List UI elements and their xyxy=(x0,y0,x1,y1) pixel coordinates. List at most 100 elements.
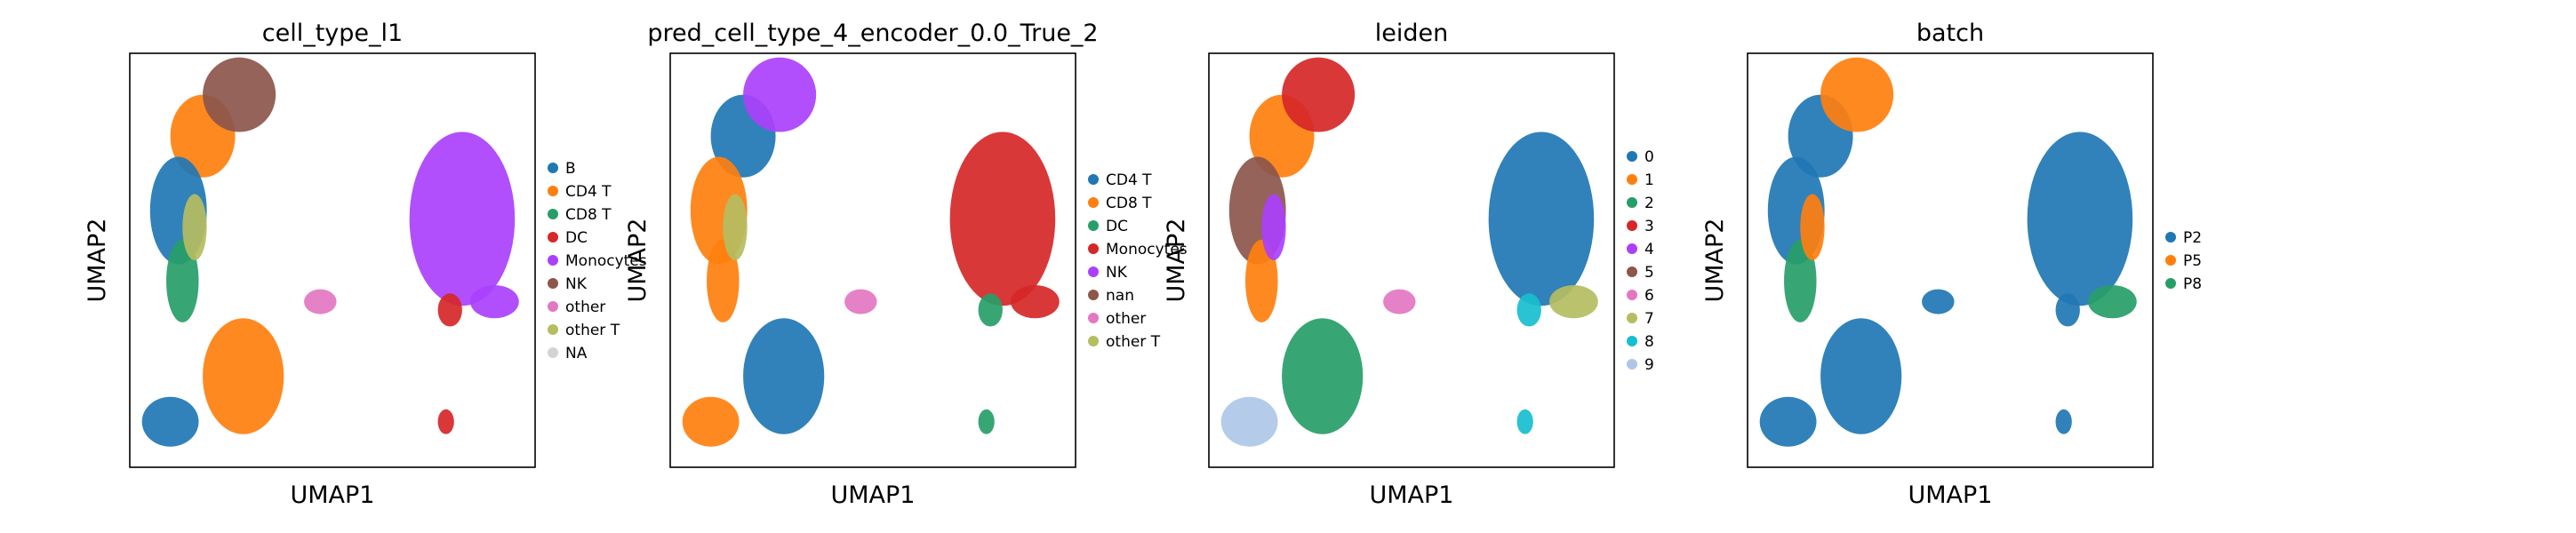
legend-marker xyxy=(1627,313,1637,323)
cluster-4 xyxy=(1261,194,1286,260)
legend-label: NK xyxy=(1106,264,1128,282)
cluster-cd4-t xyxy=(203,318,284,434)
x-axis-label: UMAP1 xyxy=(831,481,916,509)
legend-marker xyxy=(2165,278,2176,289)
legend-label: other xyxy=(1106,310,1146,328)
legend-label: 6 xyxy=(1644,287,1654,305)
cluster-7 xyxy=(1549,284,1598,319)
legend-label: CD4 T xyxy=(565,183,612,201)
cluster-cd8-t xyxy=(707,239,740,322)
legend-marker xyxy=(1088,266,1099,277)
legend-label: CD8 T xyxy=(565,206,612,224)
legend-label: P2 xyxy=(2183,229,2202,247)
x-axis-label: UMAP1 xyxy=(1370,481,1454,509)
legend-label: DC xyxy=(565,229,588,247)
legend-label: other T xyxy=(565,322,620,339)
y-axis-label: UMAP2 xyxy=(624,219,652,303)
legend-marker xyxy=(1627,266,1637,277)
legend-label: 1 xyxy=(1644,171,1654,189)
cluster-other-t xyxy=(182,194,207,260)
legend-label: Monocytes xyxy=(565,252,647,270)
x-axis-label: UMAP1 xyxy=(291,481,375,509)
y-axis-label: UMAP2 xyxy=(84,219,111,303)
cluster-3 xyxy=(1282,57,1356,132)
cluster-6 xyxy=(1383,289,1416,314)
legend-marker xyxy=(1627,290,1637,300)
cluster-p2 xyxy=(2027,131,2133,306)
legend-marker xyxy=(1088,243,1099,254)
cluster-p2 xyxy=(1820,318,1902,434)
legend-marker xyxy=(1088,313,1099,323)
legend-label: NA xyxy=(565,345,588,362)
cluster-9 xyxy=(1220,396,1278,447)
legend-marker xyxy=(548,324,558,335)
cluster-cd8-t xyxy=(682,396,740,447)
legend-marker xyxy=(1627,220,1637,231)
legend-marker xyxy=(1088,220,1099,231)
legend-label: NK xyxy=(565,275,588,293)
cluster-p5 xyxy=(1800,194,1825,260)
cluster-p2 xyxy=(2055,409,2072,434)
cluster-monocytes xyxy=(1011,284,1060,319)
panel-title: batch xyxy=(1916,20,1984,47)
y-axis-label: UMAP2 xyxy=(1701,219,1729,303)
cluster-dc xyxy=(978,293,1003,327)
cluster-cd8-t xyxy=(166,239,199,322)
cluster-p8 xyxy=(1784,239,1817,322)
cluster-dc xyxy=(978,409,995,434)
legend-marker xyxy=(548,301,558,312)
umap-panel-1: cell_type_l1 UMAP1 UMAP2 B CD4 T CD8 T DC Monoc… xyxy=(84,20,647,509)
legend-marker xyxy=(548,163,558,173)
legend-marker xyxy=(1627,197,1637,208)
legend-label: 9 xyxy=(1644,356,1654,374)
cluster-nk xyxy=(203,57,276,132)
cluster-monocytes xyxy=(470,284,519,319)
cluster-p8 xyxy=(2088,284,2137,319)
cluster-0 xyxy=(1488,131,1595,306)
cluster-dc xyxy=(437,293,462,327)
legend-label: CD4 T xyxy=(1106,171,1152,189)
y-axis-label: UMAP2 xyxy=(1163,219,1190,303)
legend-label: 3 xyxy=(1644,218,1654,235)
umap-panel-3: leiden UMAP1 UMAP2 0 1 2 3 4 5 6 7 8 9 xyxy=(1163,20,1654,509)
legend-marker xyxy=(2165,232,2176,243)
legend-marker xyxy=(1088,197,1099,208)
cluster-p2 xyxy=(2055,293,2080,327)
legend-marker xyxy=(548,255,558,266)
legend-label: 2 xyxy=(1644,195,1654,212)
legend-marker xyxy=(548,232,558,243)
cluster-nk xyxy=(743,57,817,132)
cluster-dc xyxy=(437,409,454,434)
cluster-other xyxy=(844,289,877,314)
cluster-1 xyxy=(1245,239,1278,322)
legend-marker xyxy=(548,278,558,289)
legend-marker xyxy=(548,186,558,196)
legend-label: other xyxy=(565,298,605,316)
legend-marker xyxy=(1627,151,1637,162)
legend-marker xyxy=(1627,336,1637,346)
legend-marker xyxy=(2165,255,2176,266)
cluster-other-t xyxy=(723,194,748,260)
legend-marker xyxy=(1088,290,1099,300)
panel-title: cell_type_l1 xyxy=(262,20,403,47)
panel-title: leiden xyxy=(1375,20,1448,47)
legend-label: B xyxy=(565,160,576,178)
legend-label: P8 xyxy=(2183,275,2202,293)
cluster-8 xyxy=(1516,293,1541,327)
cluster-2 xyxy=(1282,318,1364,434)
legend-label: DC xyxy=(1106,218,1128,235)
cluster-monocytes xyxy=(949,131,1056,306)
cluster-b xyxy=(141,396,199,447)
legend-label: 7 xyxy=(1644,310,1654,328)
cluster-monocytes xyxy=(409,131,516,306)
legend-label: nan xyxy=(1106,287,1134,305)
legend-label: Monocytes xyxy=(1106,241,1188,259)
legend-marker xyxy=(1627,174,1637,185)
legend-label: 0 xyxy=(1644,148,1654,166)
legend-marker xyxy=(1627,243,1637,254)
cluster-p2 xyxy=(1759,396,1817,447)
legend-label: 5 xyxy=(1644,264,1654,282)
panel-title: pred_cell_type_4_encoder_0.0_True_2 xyxy=(647,20,1098,47)
legend-marker xyxy=(548,209,558,219)
